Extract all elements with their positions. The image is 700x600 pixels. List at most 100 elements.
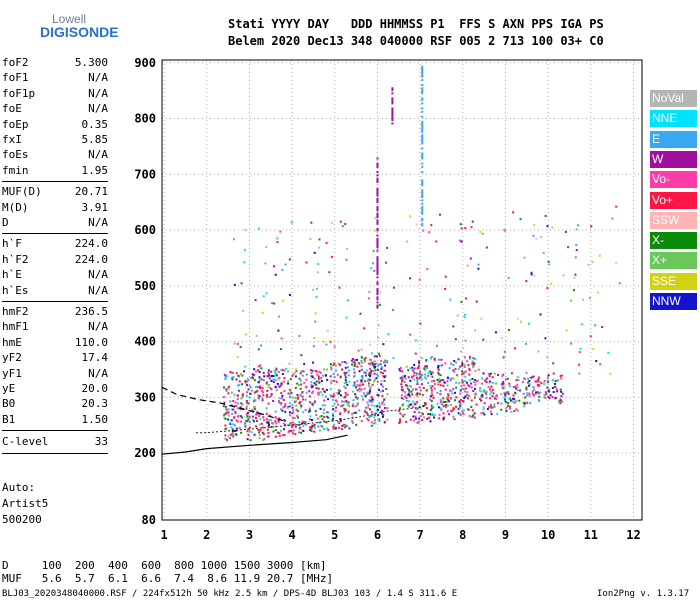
echo-point [557, 379, 560, 382]
echo-point [428, 231, 431, 234]
echo-point [298, 377, 301, 380]
echo-point [574, 256, 577, 259]
echo-point [334, 364, 337, 367]
echo-point [301, 390, 304, 393]
echo-point [535, 391, 538, 394]
echo-point [230, 391, 233, 394]
echo-point [360, 375, 363, 378]
echo-point [319, 371, 322, 374]
echo-point [429, 413, 432, 416]
echo-point [289, 378, 292, 381]
echo-point [481, 377, 484, 380]
echo-point [341, 404, 344, 407]
echo-point [483, 390, 486, 393]
y-tick-label: 80 [142, 513, 156, 527]
param-name: h`E [2, 268, 22, 282]
echo-point [258, 395, 261, 398]
echo-point [302, 398, 305, 401]
echo-point [430, 355, 433, 358]
echo-point [535, 237, 538, 240]
echo-point [488, 397, 491, 400]
echo-point [277, 315, 280, 318]
echo-point [473, 396, 476, 399]
echo-point [537, 350, 540, 353]
echo-point [495, 395, 498, 398]
echo-point [373, 414, 376, 417]
echo-point [376, 393, 379, 396]
echo-point [308, 390, 311, 393]
echo-point [301, 422, 304, 425]
echo-point [415, 393, 418, 396]
echo-column-point [421, 170, 424, 173]
echo-point [246, 384, 249, 387]
echo-point [442, 412, 445, 415]
echo-point [418, 374, 421, 377]
echo-point [229, 371, 232, 374]
echo-point [274, 416, 277, 419]
echo-point [459, 223, 462, 226]
echo-point [459, 404, 462, 407]
echo-point [560, 390, 563, 393]
echo-point [451, 364, 454, 367]
echo-point [255, 417, 258, 420]
echo-point [504, 393, 507, 396]
echo-point [464, 375, 467, 378]
echo-point [485, 396, 488, 399]
echo-point [343, 361, 346, 364]
echo-point [283, 369, 286, 372]
echo-point [280, 337, 283, 340]
echo-point [246, 377, 249, 380]
echo-point [547, 395, 550, 398]
echo-point [531, 376, 534, 379]
echo-point [226, 409, 229, 412]
echo-point [266, 386, 269, 389]
echo-point [327, 398, 330, 401]
echo-point [358, 362, 361, 365]
echo-point [430, 371, 433, 374]
echo-point [299, 393, 302, 396]
echo-point [508, 385, 511, 388]
param-value: 0.35 [81, 117, 109, 131]
echo-point [283, 419, 286, 422]
echo-column-point [421, 122, 424, 125]
echo-point [338, 422, 341, 425]
echo-point [308, 407, 311, 410]
echo-point [243, 370, 246, 373]
echo-point [290, 221, 293, 224]
echo-point [513, 410, 516, 413]
echo-point [238, 383, 241, 386]
echo-point [378, 401, 381, 404]
echo-point [227, 418, 230, 421]
echo-point [448, 389, 451, 392]
echo-point [337, 420, 340, 423]
echo-point [400, 388, 403, 391]
echo-column-point [391, 107, 394, 110]
echo-point [222, 386, 225, 389]
param-name: h`F [2, 237, 22, 251]
echo-point [422, 229, 425, 232]
echo-point [464, 313, 467, 316]
echo-point [536, 391, 539, 394]
echo-point [309, 369, 312, 372]
echo-point [229, 433, 232, 436]
echo-point [326, 368, 329, 371]
echo-point [284, 423, 287, 426]
echo-point [464, 370, 467, 373]
echo-point [383, 379, 386, 382]
echo-point [546, 376, 549, 379]
echo-point [271, 302, 274, 305]
echo-point [442, 378, 445, 381]
echo-point [233, 342, 236, 345]
echo-point [516, 409, 519, 412]
echo-point [408, 384, 411, 387]
echo-point [341, 400, 344, 403]
echo-point [225, 388, 228, 391]
echo-point [427, 413, 430, 416]
echo-point [444, 388, 447, 391]
echo-point [424, 373, 427, 376]
echo-point [293, 423, 296, 426]
echo-point [473, 393, 476, 396]
echo-point [368, 384, 371, 387]
echo-point [547, 260, 550, 263]
echo-column-point [376, 170, 379, 173]
